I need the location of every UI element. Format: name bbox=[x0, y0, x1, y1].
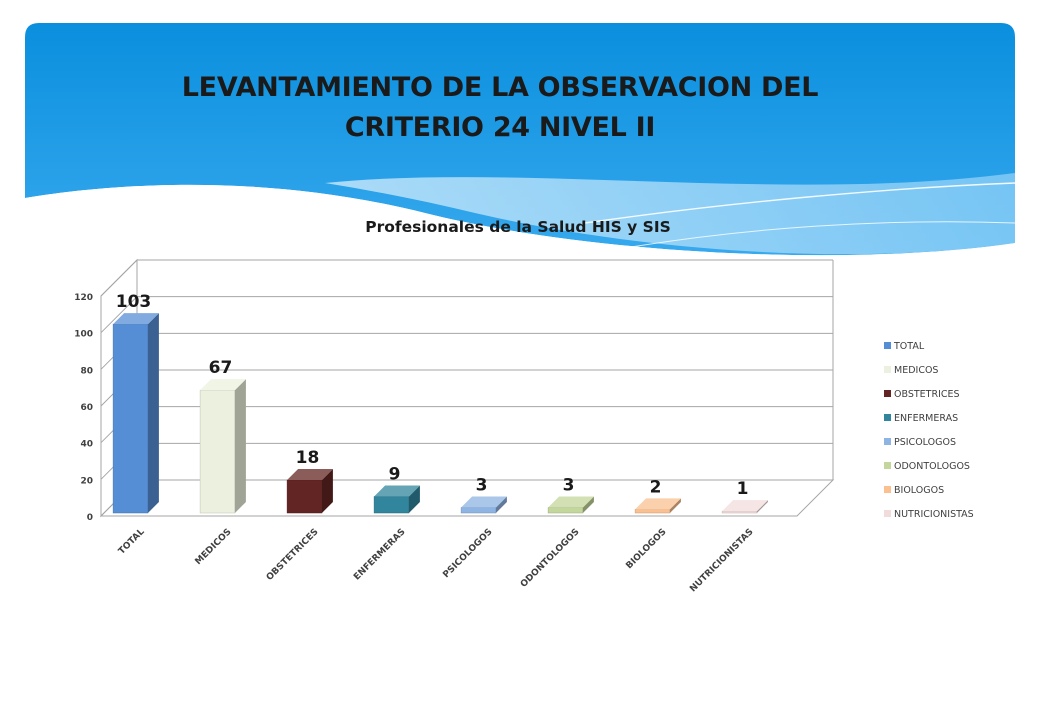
bar-total bbox=[112, 323, 149, 514]
bar-medicos bbox=[199, 389, 236, 514]
bar-biologos bbox=[634, 509, 671, 514]
gridline bbox=[100, 259, 833, 297]
bar-top-nutricionistas bbox=[722, 500, 768, 512]
header-banner bbox=[25, 23, 1015, 268]
bar-side-biologos bbox=[669, 498, 681, 513]
bar-top-obstetrices bbox=[287, 469, 333, 480]
chart-title: Profesionales de la Salud HIS y SIS bbox=[365, 218, 671, 236]
legend-label: TOTAL bbox=[893, 341, 925, 352]
bar-nutricionistas bbox=[721, 510, 758, 514]
y-tick-label: 120 bbox=[74, 293, 93, 303]
legend-label: PSICOLOGOS bbox=[894, 437, 956, 448]
bar-side-odontologos bbox=[582, 496, 594, 513]
bar-side-psicologos bbox=[495, 496, 507, 513]
bar-top-enfermeras bbox=[374, 485, 420, 497]
slide-title: LEVANTAMIENTO DE LA OBSERVACION DEL CRIT… bbox=[100, 68, 900, 148]
x-tick-label: MEDICOS bbox=[194, 527, 234, 567]
legend-swatch bbox=[884, 486, 891, 493]
bar-top-biologos bbox=[635, 498, 681, 510]
y-tick-label: 40 bbox=[80, 440, 93, 450]
legend-swatch bbox=[884, 366, 891, 373]
bar-top-odontologos bbox=[548, 496, 594, 508]
bar-odontologos bbox=[547, 507, 584, 514]
y-tick-label: 80 bbox=[80, 366, 93, 376]
legend-swatch bbox=[884, 510, 891, 517]
bar-side-obstetrices bbox=[321, 469, 333, 513]
slide-title-line-2: CRITERIO 24 NIVEL II bbox=[344, 112, 656, 143]
legend-label: MEDICOS bbox=[894, 365, 938, 376]
bar-side-medicos bbox=[234, 379, 246, 513]
y-tick-label: 0 bbox=[87, 513, 93, 523]
data-label: 103 bbox=[116, 292, 152, 312]
bar-side-nutricionistas bbox=[756, 500, 768, 513]
x-tick-label: OBSTETRICES bbox=[265, 527, 321, 583]
bar-top-psicologos bbox=[461, 496, 507, 508]
legend-label: NUTRICIONISTAS bbox=[894, 509, 974, 520]
data-label: 18 bbox=[296, 448, 320, 468]
legend-swatch bbox=[884, 414, 891, 421]
x-tick-label: ODONTOLOGOS bbox=[519, 527, 582, 590]
data-label: 3 bbox=[476, 476, 488, 496]
bar-top-total bbox=[113, 313, 159, 325]
data-label: 2 bbox=[650, 477, 662, 497]
y-tick-label: 20 bbox=[80, 476, 93, 486]
legend-label: ODONTOLOGOS bbox=[894, 461, 970, 472]
legend-swatch bbox=[884, 390, 891, 397]
x-tick-label: TOTAL bbox=[117, 527, 147, 557]
y-tick-label: 100 bbox=[74, 330, 93, 340]
legend-swatch bbox=[884, 438, 891, 445]
x-tick-label: BIOLOGOS bbox=[624, 527, 668, 571]
data-label: 3 bbox=[563, 476, 575, 496]
bar-enfermeras bbox=[373, 496, 410, 514]
bar-psicologos bbox=[460, 507, 497, 514]
y-tick-label: 60 bbox=[80, 403, 93, 413]
data-label: 67 bbox=[209, 358, 233, 378]
legend-label: OBSTETRICES bbox=[894, 389, 960, 400]
bar-side-total bbox=[147, 313, 159, 513]
legend-label: ENFERMERAS bbox=[894, 413, 958, 424]
data-label: 1 bbox=[737, 479, 749, 499]
gridline bbox=[100, 296, 833, 334]
slide-title-line-1: LEVANTAMIENTO DE LA OBSERVACION DEL bbox=[181, 72, 819, 103]
x-tick-label: PSICOLOGOS bbox=[441, 527, 494, 580]
legend-swatch bbox=[884, 462, 891, 469]
bar-side-enfermeras bbox=[408, 485, 420, 513]
x-tick-label: NUTRICIONISTAS bbox=[688, 527, 755, 594]
x-tick-label: ENFERMERAS bbox=[352, 527, 407, 582]
data-label: 9 bbox=[389, 465, 401, 485]
legend-swatch bbox=[884, 342, 891, 349]
bar-top-medicos bbox=[200, 379, 246, 391]
legend-label: BIOLOGOS bbox=[894, 485, 944, 496]
bar-obstetrices bbox=[286, 479, 323, 514]
